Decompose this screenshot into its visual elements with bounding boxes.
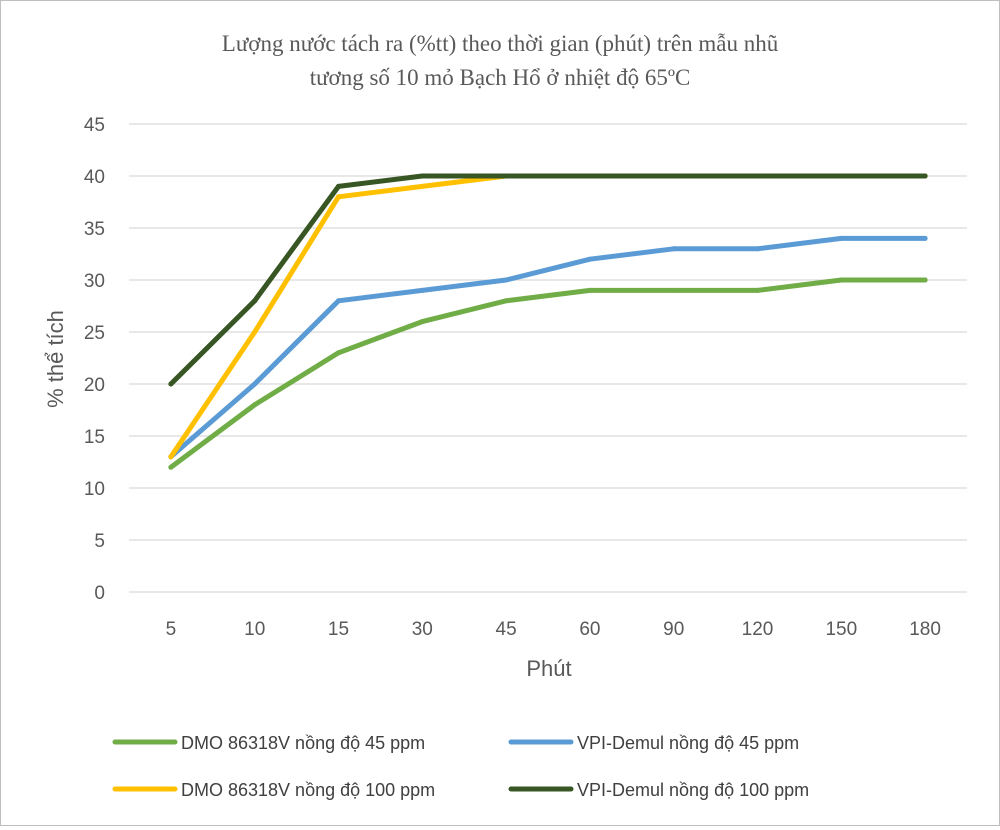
x-tick-label: 60 (579, 619, 600, 640)
x-axis-ticks: 5 10 15 30 45 60 90 120 150 180 (166, 619, 941, 640)
x-tick-label: 10 (244, 619, 265, 640)
data-point-series-2 (922, 235, 928, 241)
y-axis-title: % thể tích (43, 310, 68, 408)
data-point-series-1 (252, 402, 258, 408)
x-tick-label: 45 (496, 619, 517, 640)
series-line-2 (168, 235, 928, 460)
x-tick-label: 5 (166, 619, 177, 640)
series-line-1 (168, 277, 928, 470)
y-tick-label: 45 (84, 115, 105, 136)
data-point-series-3 (336, 194, 341, 200)
data-point-series-1 (838, 277, 844, 283)
data-point-series-1 (587, 287, 593, 293)
series-lines (168, 173, 928, 470)
data-point-series-4 (336, 183, 341, 189)
data-point-series-4 (755, 173, 760, 179)
data-point-series-4 (587, 173, 593, 179)
y-tick-label: 10 (84, 479, 105, 500)
legend-label: DMO 86318V nồng độ 100 ppm (181, 780, 435, 800)
x-tick-label: 150 (825, 619, 857, 640)
x-tick-label: 15 (328, 619, 349, 640)
data-point-series-3 (168, 454, 174, 460)
data-point-series-1 (503, 298, 509, 304)
data-point-series-1 (336, 350, 341, 356)
x-tick-label: 90 (663, 619, 684, 640)
data-point-series-1 (419, 319, 425, 325)
legend: DMO 86318V nồng độ 45 ppm VPI-Demul nồng … (112, 733, 809, 800)
data-point-series-1 (671, 287, 677, 293)
data-point-series-4 (419, 173, 425, 179)
y-tick-label: 40 (84, 167, 105, 188)
data-point-series-2 (252, 381, 258, 387)
x-tick-label: 120 (742, 619, 774, 640)
legend-label: DMO 86318V nồng độ 45 ppm (181, 733, 425, 753)
chart-title-line-1: Lượng nước tách ra (%tt) theo thời gian … (222, 31, 779, 56)
data-point-series-2 (755, 246, 760, 252)
data-point-series-2 (838, 235, 844, 241)
x-axis-title: Phút (526, 656, 571, 681)
y-tick-label: 15 (84, 427, 105, 448)
series-line-3 (168, 173, 928, 460)
data-point-series-4 (838, 173, 844, 179)
data-point-series-4 (168, 381, 174, 387)
y-tick-label: 0 (94, 583, 105, 604)
data-point-series-1 (755, 287, 760, 293)
data-point-series-3 (252, 329, 258, 335)
data-point-series-2 (336, 298, 341, 304)
x-tick-label: 180 (909, 619, 941, 640)
data-point-series-2 (671, 246, 677, 252)
y-tick-label: 30 (84, 271, 105, 292)
series-line-4 (168, 173, 928, 387)
y-axis-ticks: 0 5 10 15 20 25 30 35 40 45 (84, 115, 105, 604)
data-point-series-1 (922, 277, 928, 283)
y-tick-label: 5 (94, 531, 105, 552)
gridlines (129, 123, 967, 593)
data-point-series-4 (671, 173, 677, 179)
data-point-series-4 (252, 298, 258, 304)
data-point-series-4 (922, 173, 928, 179)
data-point-series-2 (503, 277, 509, 283)
y-tick-label: 20 (84, 375, 105, 396)
chart-title-line-2: tương số 10 mỏ Bạch Hổ ở nhiệt độ 65ºC (310, 65, 691, 90)
legend-label: VPI-Demul nồng độ 45 ppm (577, 733, 799, 753)
data-point-series-1 (168, 464, 174, 470)
data-point-series-2 (587, 256, 593, 262)
legend-label: VPI-Demul nồng độ 100 ppm (577, 780, 809, 800)
y-tick-label: 35 (84, 219, 105, 240)
data-point-series-4 (503, 173, 509, 179)
data-point-series-3 (419, 183, 425, 189)
y-tick-label: 25 (84, 323, 105, 344)
x-tick-label: 30 (412, 619, 433, 640)
data-point-series-2 (419, 287, 425, 293)
